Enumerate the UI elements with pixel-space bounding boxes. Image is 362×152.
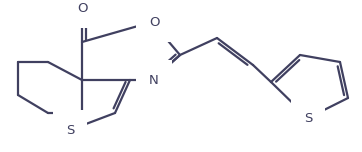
Text: S: S [66,123,74,136]
Text: N: N [149,74,159,86]
Text: S: S [304,112,312,124]
Text: O: O [77,2,87,14]
Text: O: O [149,16,159,29]
